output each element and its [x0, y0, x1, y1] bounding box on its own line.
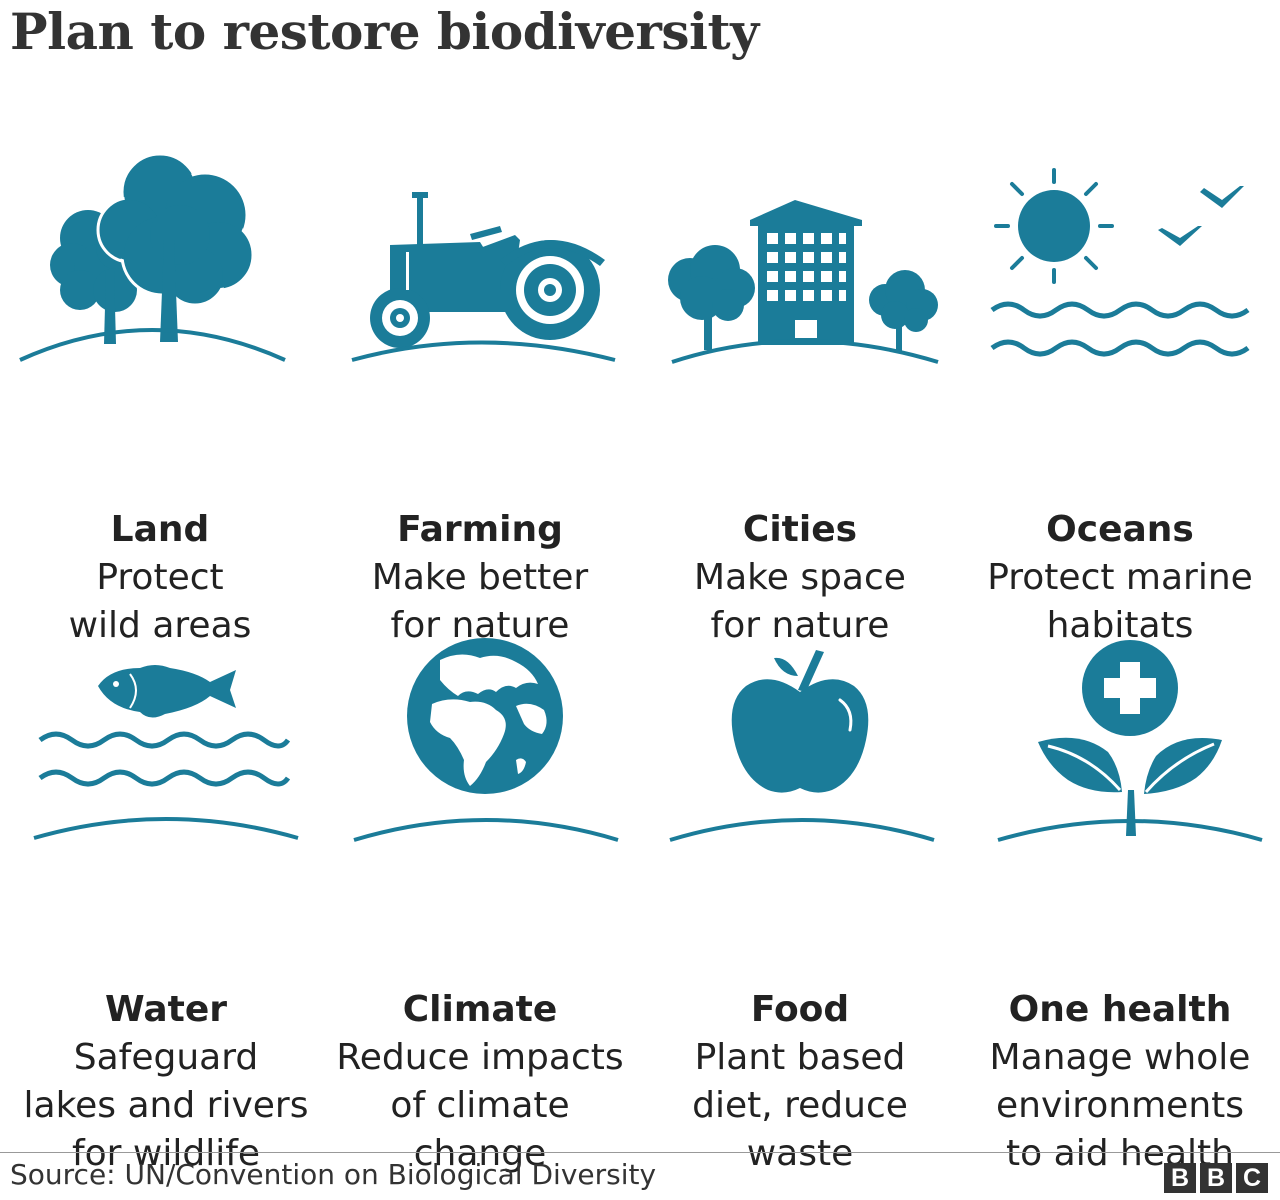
item-description: Safeguard lakes and rivers for wildlife: [23, 1037, 309, 1174]
item-description: Plant based diet, reduce waste: [692, 1037, 908, 1174]
item-food: Food Plant based diet, reduce waste: [640, 610, 960, 1174]
item-land: Land Protect wild areas: [0, 130, 320, 646]
item-title: Farming: [397, 509, 563, 550]
item-title: Food: [750, 989, 850, 1030]
item-description: Make space for nature: [694, 557, 906, 646]
item-climate: Climate Reduce impacts of climate change: [320, 610, 640, 1174]
fish-waves-icon: [33, 665, 299, 840]
source-note: Source: UN/Convention on Biological Dive…: [10, 1158, 657, 1191]
item-oceans: Oceans Protect marine habitats: [960, 130, 1280, 646]
item-description: Protect marine habitats: [987, 557, 1253, 646]
item-description: Reduce impacts of climate change: [336, 1037, 624, 1174]
item-cities: Cities Make space for nature: [640, 130, 960, 646]
item-title: Climate: [402, 989, 558, 1030]
footer-divider: [0, 1152, 1280, 1153]
apple-icon: [669, 650, 935, 842]
sun-waves-birds-icon: [990, 168, 1250, 357]
item-description: Manage whole environments to aid health: [989, 1037, 1251, 1174]
bbc-logo: B B C: [1164, 1163, 1268, 1193]
trees-icon: [19, 152, 286, 362]
globe-icon: [353, 638, 619, 842]
item-one-health: One health Manage whole environments to …: [960, 610, 1280, 1174]
tractor-icon: [351, 192, 616, 362]
item-farming: Farming Make better for nature: [320, 130, 640, 646]
item-title: Cities: [742, 509, 858, 550]
item-description: Make better for nature: [371, 557, 589, 646]
health-plant-icon: [997, 640, 1263, 842]
logo-letter: B: [1164, 1163, 1196, 1193]
item-description: Protect wild areas: [68, 557, 252, 646]
item-title: Oceans: [1046, 509, 1194, 550]
item-title: Land: [110, 509, 210, 550]
logo-letter: B: [1200, 1163, 1232, 1193]
item-title: Water: [104, 989, 228, 1030]
logo-letter: C: [1236, 1163, 1268, 1193]
city-building-icon: [668, 200, 939, 364]
item-title: One health: [1008, 989, 1232, 1030]
item-water: Water Safeguard lakes and rivers for wil…: [0, 610, 320, 1174]
page-title: Plan to restore biodiversity: [10, 2, 759, 61]
